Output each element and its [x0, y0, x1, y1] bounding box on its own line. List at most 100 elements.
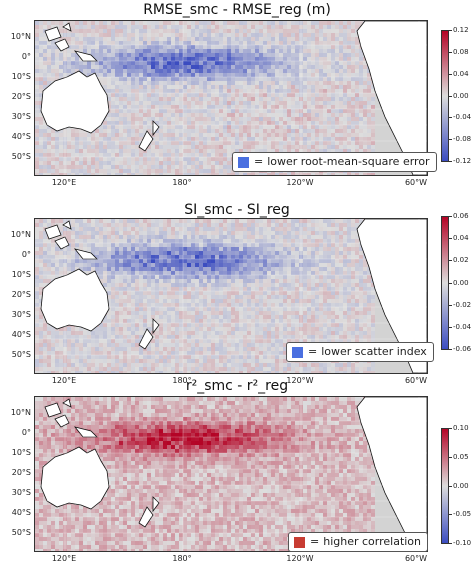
panel-title: RMSE_smc - RMSE_reg (m)	[143, 2, 331, 18]
land-mass	[356, 219, 427, 373]
lat-label: 0°	[21, 250, 31, 259]
land-mass	[44, 224, 62, 240]
lat-label: 40°S	[11, 508, 31, 517]
land-mass	[152, 120, 160, 137]
lat-label: 30°S	[11, 488, 31, 497]
colorbar-tick	[449, 95, 452, 97]
colorbar-tick-label: 0.10	[453, 424, 469, 432]
lat-label: 50°S	[11, 350, 31, 359]
colorbar-tick-label: 0.06	[453, 212, 469, 220]
colorbar-tick	[449, 456, 452, 458]
land-mass	[152, 318, 160, 335]
lat-label: 20°S	[11, 468, 31, 477]
map-canvas	[35, 397, 427, 551]
legend-label: lower scatter index	[321, 345, 427, 358]
colorbar-tick-label: -0.08	[453, 135, 472, 144]
lon-label: 180°	[172, 376, 192, 385]
colorbar-tick-label: 0.00	[453, 481, 469, 490]
lon-label: 120°E	[51, 554, 77, 563]
rmse-panel: RMSE_smc - RMSE_reg (m) = lower root-mea…	[0, 0, 474, 188]
colorbar-tick	[449, 216, 452, 217]
lat-label: 10°S	[11, 72, 31, 81]
lat-label: 50°S	[11, 152, 31, 161]
lat-label: 10°N	[10, 32, 31, 41]
lat-label: 20°S	[11, 92, 31, 101]
graticule	[35, 397, 427, 551]
lon-label: 180°	[172, 554, 192, 563]
land-mass	[138, 506, 154, 528]
land-mass	[356, 21, 427, 175]
r2-panel: r²_smc - r²_reg = higher correlation	[0, 376, 474, 564]
colorbar-tick-label: -0.04	[453, 322, 472, 331]
panel-title: r²_smc - r²_reg	[185, 378, 289, 394]
colorbar-tick	[449, 543, 452, 544]
rmse-map	[34, 20, 428, 176]
si-panel: SI_smc - SI_reg = lower scatter index	[0, 188, 474, 376]
lat-label: 30°S	[11, 310, 31, 319]
lon-label: 120°W	[286, 178, 314, 187]
lat-label: 10°S	[11, 270, 31, 279]
lon-label: 180°	[172, 178, 192, 187]
colorbar-tick	[449, 238, 452, 240]
legend-swatch	[292, 346, 303, 358]
map-legend: = lower scatter index	[286, 342, 434, 362]
lat-label: 10°N	[10, 230, 31, 239]
legend-equals: =	[308, 345, 318, 358]
panel-title: SI_smc - SI_reg	[184, 202, 290, 218]
lat-label: 20°S	[11, 290, 31, 299]
colorbar-tick	[449, 51, 452, 53]
lat-label: 30°S	[11, 112, 31, 121]
lon-label: 60°W	[404, 376, 428, 385]
colorbar-tick-label: -0.06	[453, 345, 472, 353]
land-mass	[44, 26, 62, 42]
colorbar-tick-label: 0.02	[453, 256, 469, 265]
land-mass	[73, 248, 98, 260]
colorbar-tick-label: 0.00	[453, 91, 469, 100]
land-mass	[62, 22, 72, 32]
legend-label: higher correlation	[323, 535, 422, 548]
colorbar	[441, 216, 449, 350]
colorbar-tick-label: -0.12	[453, 157, 472, 165]
land-mass	[73, 426, 98, 438]
r2-map	[34, 396, 428, 552]
legend-swatch	[238, 156, 249, 168]
land-mass	[138, 130, 154, 152]
land-mass	[356, 397, 427, 551]
colorbar-tick	[449, 326, 452, 328]
map-legend: = lower root-mean-square error	[232, 152, 437, 172]
lon-label: 60°W	[404, 178, 428, 187]
land-mass	[40, 70, 110, 134]
colorbar-tick-label: -0.04	[453, 113, 472, 122]
colorbar	[441, 30, 449, 162]
map-canvas	[35, 21, 427, 175]
lon-label: 120°E	[51, 376, 77, 385]
legend-equals: =	[310, 535, 320, 548]
legend-label: lower root-mean-square error	[267, 155, 430, 168]
land-mass	[152, 496, 160, 513]
colorbar-tick	[449, 117, 452, 119]
land-mass	[54, 414, 70, 428]
land-mass	[54, 38, 70, 52]
colorbar-tick-label: 0.05	[453, 452, 469, 461]
colorbar-tick	[449, 304, 452, 306]
map-legend: = higher correlation	[288, 532, 429, 552]
colorbar-tick	[449, 514, 452, 516]
colorbar-tick	[449, 139, 452, 141]
colorbar-tick-label: -0.05	[453, 510, 472, 519]
lat-label: 10°S	[11, 448, 31, 457]
lat-label: 0°	[21, 428, 31, 437]
graticule	[35, 219, 427, 373]
land-mass	[40, 268, 110, 332]
lat-label: 40°S	[11, 132, 31, 141]
colorbar-tick	[449, 349, 452, 350]
colorbar-tick	[449, 30, 452, 31]
lon-label: 60°W	[404, 554, 428, 563]
lat-label: 0°	[21, 52, 31, 61]
lon-label: 120°E	[51, 178, 77, 187]
lon-label: 120°W	[286, 376, 314, 385]
lat-label: 50°S	[11, 528, 31, 537]
land-mass	[62, 220, 72, 230]
colorbar-tick-label: 0.12	[453, 26, 469, 34]
land-mass	[62, 398, 72, 408]
colorbar-tick-label: 0.00	[453, 278, 469, 287]
